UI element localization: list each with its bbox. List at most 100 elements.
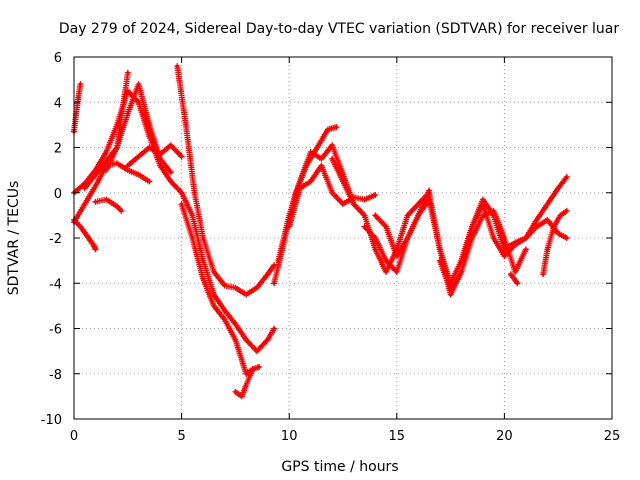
data-point bbox=[535, 218, 539, 222]
data-point bbox=[136, 82, 141, 86]
data-point bbox=[104, 168, 108, 172]
series-markers bbox=[174, 63, 278, 298]
data-point bbox=[438, 259, 442, 263]
data-point bbox=[169, 179, 173, 184]
data-point bbox=[541, 272, 545, 276]
data-point bbox=[272, 281, 276, 285]
data-point bbox=[502, 247, 506, 251]
data-point bbox=[545, 218, 550, 222]
series-arc-afternoon-3 bbox=[286, 162, 379, 230]
data-point bbox=[78, 225, 83, 229]
data-point bbox=[545, 247, 550, 251]
data-point bbox=[416, 202, 420, 206]
y-tick-label: 6 bbox=[54, 51, 62, 66]
data-point bbox=[459, 270, 463, 274]
data-point bbox=[233, 322, 237, 326]
data-point bbox=[240, 394, 244, 398]
data-point bbox=[201, 259, 205, 263]
y-tick-label: 0 bbox=[54, 187, 62, 202]
series-arc-drop-3 bbox=[178, 201, 263, 377]
y-axis-label: SDTVAR / TECUs bbox=[6, 181, 22, 296]
data-point bbox=[384, 225, 388, 229]
data-point bbox=[83, 202, 87, 206]
data-point bbox=[244, 292, 248, 297]
y-tick-label: -10 bbox=[41, 413, 62, 428]
data-point bbox=[104, 197, 108, 202]
data-point bbox=[212, 304, 216, 308]
data-point bbox=[223, 317, 227, 322]
data-point bbox=[93, 247, 98, 251]
data-point bbox=[126, 111, 130, 116]
series-markers bbox=[71, 81, 84, 135]
data-point bbox=[449, 288, 453, 292]
data-point bbox=[326, 127, 330, 131]
data-point bbox=[427, 197, 431, 202]
data-point bbox=[565, 175, 569, 179]
data-point bbox=[126, 164, 130, 168]
data-point bbox=[93, 200, 98, 204]
series-arc-upper-mid bbox=[124, 142, 185, 169]
data-point bbox=[509, 272, 513, 276]
data-point bbox=[104, 159, 108, 163]
data-point bbox=[315, 145, 319, 150]
data-point bbox=[556, 231, 560, 236]
data-point bbox=[373, 247, 377, 251]
x-tick-label: 15 bbox=[389, 429, 406, 444]
data-point bbox=[502, 254, 506, 258]
data-point bbox=[524, 247, 528, 251]
data-point bbox=[395, 254, 399, 258]
data-point bbox=[147, 145, 151, 150]
data-point bbox=[405, 236, 410, 240]
data-point bbox=[552, 225, 556, 229]
data-point bbox=[184, 123, 188, 127]
series-arc-night-4 bbox=[507, 271, 521, 287]
data-point bbox=[175, 64, 179, 68]
data-point bbox=[287, 225, 291, 229]
data-point bbox=[255, 349, 259, 353]
data-point bbox=[272, 263, 276, 267]
data-point bbox=[74, 111, 78, 116]
data-point bbox=[91, 243, 95, 247]
data-point bbox=[373, 213, 377, 217]
data-point bbox=[212, 270, 216, 274]
series-arc-early-high bbox=[71, 81, 84, 135]
data-point bbox=[119, 209, 123, 213]
series-arc-morning-a bbox=[71, 87, 185, 196]
data-point bbox=[126, 71, 130, 75]
data-point bbox=[492, 209, 496, 213]
data-point bbox=[180, 154, 184, 159]
data-point bbox=[244, 383, 248, 387]
data-point bbox=[257, 365, 261, 369]
data-point bbox=[309, 179, 313, 184]
data-point bbox=[330, 191, 334, 195]
data-point bbox=[449, 292, 453, 297]
data-point bbox=[427, 188, 431, 193]
x-axis-label: GPS time / hours bbox=[281, 459, 398, 475]
data-point bbox=[309, 150, 313, 154]
data-point bbox=[470, 225, 474, 229]
x-tick-label: 10 bbox=[281, 429, 298, 444]
series-arc-morning-b bbox=[71, 160, 153, 226]
data-point bbox=[330, 143, 334, 147]
data-point bbox=[233, 338, 237, 342]
data-point bbox=[276, 259, 281, 263]
data-point bbox=[251, 367, 255, 371]
data-point bbox=[502, 236, 506, 240]
data-point bbox=[405, 213, 410, 217]
series-arc-morning-c bbox=[92, 196, 125, 214]
data-point bbox=[395, 270, 399, 274]
axis-ticks: 0 5 10 15 20 25 -10 -8 -6 -4 -2 0 2 4 6 bbox=[41, 51, 621, 444]
data-point bbox=[565, 209, 569, 213]
x-tick-label: 25 bbox=[604, 429, 621, 444]
series-arc-night-3 bbox=[501, 216, 570, 253]
data-point bbox=[334, 125, 339, 129]
data-point bbox=[373, 236, 377, 240]
data-point bbox=[201, 277, 205, 281]
data-point bbox=[192, 191, 197, 195]
data-point bbox=[85, 234, 89, 238]
data-point bbox=[565, 236, 569, 240]
data-point bbox=[158, 157, 162, 161]
data-point bbox=[223, 308, 227, 312]
data-point bbox=[362, 225, 367, 229]
data-point bbox=[104, 150, 108, 154]
